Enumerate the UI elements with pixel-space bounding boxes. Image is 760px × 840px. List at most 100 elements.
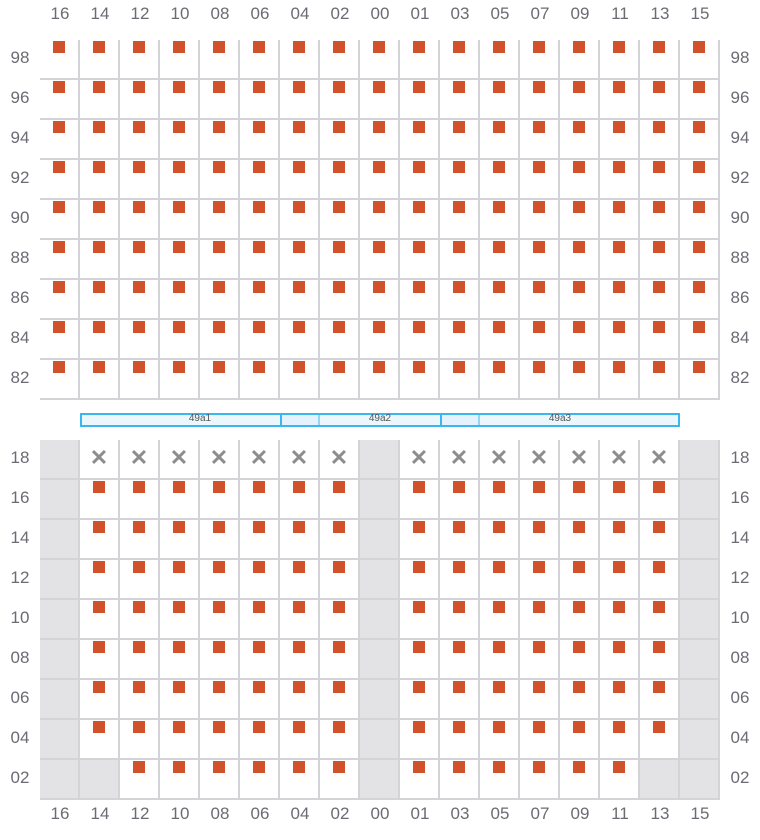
seat-cell[interactable] <box>560 200 600 240</box>
seat-cell[interactable] <box>240 720 280 760</box>
seat-cell[interactable] <box>40 360 80 400</box>
seat-cell[interactable] <box>640 520 680 560</box>
seat-cell[interactable] <box>560 640 600 680</box>
seat-cell[interactable] <box>80 120 120 160</box>
seat-cell[interactable] <box>600 480 640 520</box>
seat-cell[interactable] <box>160 120 200 160</box>
seat-cell[interactable] <box>520 760 560 800</box>
seat-cell[interactable] <box>200 720 240 760</box>
seat-cell[interactable] <box>160 80 200 120</box>
seat-cell[interactable] <box>320 120 360 160</box>
seat-cell[interactable] <box>200 680 240 720</box>
seat-cell[interactable] <box>40 280 80 320</box>
seat-cell[interactable] <box>80 360 120 400</box>
seat-cell[interactable]: ✕ <box>640 440 680 480</box>
seat-cell[interactable] <box>200 240 240 280</box>
seat-cell[interactable] <box>280 240 320 280</box>
seat-cell[interactable] <box>280 760 320 800</box>
seat-cell[interactable] <box>360 160 400 200</box>
seat-cell[interactable] <box>200 160 240 200</box>
seat-cell[interactable] <box>400 240 440 280</box>
seat-cell[interactable] <box>120 360 160 400</box>
seat-cell[interactable] <box>520 240 560 280</box>
seat-cell[interactable] <box>600 560 640 600</box>
seat-cell[interactable] <box>560 760 600 800</box>
seat-cell[interactable] <box>80 240 120 280</box>
seat-cell[interactable] <box>520 360 560 400</box>
seat-cell[interactable] <box>120 280 160 320</box>
seat-cell[interactable] <box>200 320 240 360</box>
seat-cell[interactable] <box>400 80 440 120</box>
seat-cell[interactable] <box>440 240 480 280</box>
seat-cell[interactable] <box>480 720 520 760</box>
seat-cell[interactable]: ✕ <box>480 440 520 480</box>
seat-cell[interactable] <box>600 360 640 400</box>
seat-cell[interactable] <box>400 680 440 720</box>
seat-cell[interactable] <box>400 640 440 680</box>
seat-cell[interactable] <box>160 160 200 200</box>
seat-cell[interactable] <box>520 280 560 320</box>
seat-cell[interactable] <box>560 680 600 720</box>
seat-cell[interactable] <box>480 680 520 720</box>
seat-cell[interactable] <box>600 760 640 800</box>
seat-cell[interactable] <box>600 160 640 200</box>
seat-cell[interactable] <box>120 320 160 360</box>
seat-cell[interactable] <box>80 200 120 240</box>
seat-cell[interactable] <box>200 560 240 600</box>
seat-cell[interactable] <box>640 120 680 160</box>
seat-cell[interactable] <box>440 680 480 720</box>
seat-cell[interactable] <box>440 480 480 520</box>
seat-cell[interactable] <box>520 720 560 760</box>
seat-cell[interactable] <box>400 40 440 80</box>
seat-cell[interactable] <box>680 320 720 360</box>
seat-cell[interactable] <box>600 600 640 640</box>
seat-cell[interactable] <box>40 200 80 240</box>
seat-cell[interactable] <box>280 680 320 720</box>
seat-cell[interactable] <box>160 640 200 680</box>
seat-cell[interactable]: ✕ <box>280 440 320 480</box>
seat-cell[interactable] <box>640 680 680 720</box>
seat-cell[interactable] <box>280 120 320 160</box>
seat-cell[interactable] <box>40 120 80 160</box>
seat-cell[interactable] <box>360 40 400 80</box>
seat-cell[interactable] <box>600 280 640 320</box>
seat-cell[interactable]: ✕ <box>560 440 600 480</box>
seat-cell[interactable] <box>320 600 360 640</box>
seat-cell[interactable] <box>560 360 600 400</box>
seat-cell[interactable] <box>160 760 200 800</box>
seat-cell[interactable] <box>120 520 160 560</box>
seat-cell[interactable] <box>200 280 240 320</box>
seat-cell[interactable] <box>680 240 720 280</box>
seat-cell[interactable] <box>200 520 240 560</box>
seat-cell[interactable] <box>520 560 560 600</box>
seat-cell[interactable] <box>280 80 320 120</box>
seat-cell[interactable] <box>400 560 440 600</box>
seat-cell[interactable] <box>240 80 280 120</box>
seat-cell[interactable] <box>200 40 240 80</box>
seat-cell[interactable] <box>240 760 280 800</box>
seat-cell[interactable] <box>440 520 480 560</box>
seat-cell[interactable] <box>80 280 120 320</box>
seat-cell[interactable] <box>280 720 320 760</box>
seat-cell[interactable] <box>640 600 680 640</box>
seat-cell[interactable] <box>480 120 520 160</box>
seat-cell[interactable] <box>160 280 200 320</box>
seat-cell[interactable] <box>200 760 240 800</box>
seat-cell[interactable] <box>160 600 200 640</box>
seat-cell[interactable] <box>600 640 640 680</box>
seat-cell[interactable] <box>280 560 320 600</box>
seat-cell[interactable] <box>680 160 720 200</box>
seat-cell[interactable] <box>160 480 200 520</box>
seat-cell[interactable] <box>520 40 560 80</box>
seat-cell[interactable] <box>80 320 120 360</box>
seat-cell[interactable] <box>480 560 520 600</box>
seat-cell[interactable] <box>360 120 400 160</box>
seat-cell[interactable] <box>200 80 240 120</box>
seat-cell[interactable] <box>520 80 560 120</box>
seat-cell[interactable] <box>520 160 560 200</box>
seat-cell[interactable] <box>600 240 640 280</box>
seat-cell[interactable] <box>200 600 240 640</box>
seat-cell[interactable]: ✕ <box>440 440 480 480</box>
seat-cell[interactable] <box>200 200 240 240</box>
seat-cell[interactable] <box>440 640 480 680</box>
